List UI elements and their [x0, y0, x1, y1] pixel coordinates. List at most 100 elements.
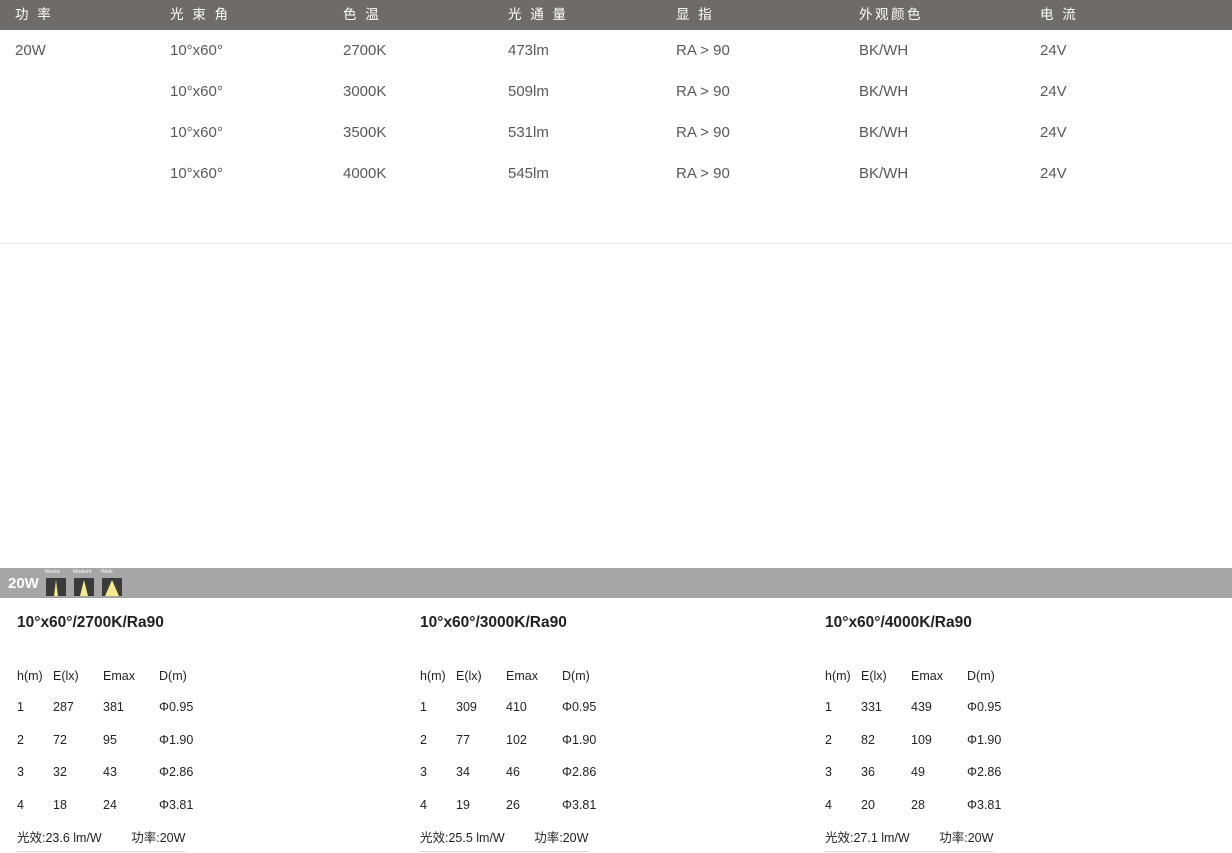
cell-diameter: Φ3.81: [562, 797, 597, 812]
cell-finish: BK/WH: [859, 165, 909, 182]
spec-header-cri: 显 指: [676, 7, 715, 22]
cell-diameter: Φ0.95: [562, 700, 597, 715]
table-row: 4 19 26 Φ3.81: [420, 789, 632, 822]
spec-table-header: 功 率 光 束 角 色 温 光 通 量 显 指 外观颜色 电 流: [0, 0, 1232, 30]
cell-cri: RA > 90: [676, 83, 730, 100]
cell-height: 4: [17, 797, 24, 812]
photometric-table: h(m) E(lx) Emax D(m) 1 287 381 Φ0.95 2: [17, 660, 229, 821]
table-row: 2 72 95 Φ1.90: [17, 724, 229, 757]
cell-height: 2: [825, 732, 832, 747]
cell-emax: 28: [911, 797, 925, 812]
cell-height: 2: [420, 732, 427, 747]
cell-cct: 2700K: [343, 42, 387, 59]
section-divider: [0, 243, 1232, 244]
power-value: 功率:20W: [534, 831, 589, 845]
cell-height: 1: [825, 700, 832, 715]
beam-option-narrow: Narow: [45, 568, 66, 598]
cell-emax: 95: [103, 732, 117, 747]
photometric-block-2700k: 10°x60°/2700K/Ra90 h(m) E(lx) Emax D(m) …: [17, 612, 347, 852]
cell-beam-angle: 10°x60°: [170, 124, 223, 141]
cell-emax: 43: [103, 765, 117, 780]
col-header-lux: E(lx): [53, 668, 79, 683]
table-row: 3 36 49 Φ2.86: [825, 756, 1037, 789]
cell-cri: RA > 90: [676, 124, 730, 141]
table-row: 10°x60° 3000K 509lm RA > 90 BK/WH 24V: [0, 71, 1232, 112]
cell-lux: 18: [53, 797, 67, 812]
photometric-block-4000k: 10°x60°/4000K/Ra90 h(m) E(lx) Emax D(m) …: [825, 612, 1155, 852]
cell-finish: BK/WH: [859, 124, 909, 141]
cell-finish: BK/WH: [859, 42, 909, 59]
page-title: 10°x60°/4000K/Ra90: [825, 614, 972, 631]
photometric-band: 20W Narow Medium Wide: [0, 568, 1232, 598]
cell-emax: 439: [911, 700, 932, 715]
table-row: 1 331 439 Φ0.95: [825, 691, 1037, 724]
cell-emax: 26: [506, 797, 520, 812]
photometric-footer: 光效:27.1 lm/W 功率:20W: [825, 827, 994, 852]
beam-caption-wide: Wide: [101, 569, 113, 575]
beam-caption-narrow: Narow: [45, 569, 60, 575]
col-header-height: h(m): [825, 668, 851, 683]
cell-emax: 24: [103, 797, 117, 812]
cell-cri: RA > 90: [676, 165, 730, 182]
photometric-block-3000k: 10°x60°/3000K/Ra90 h(m) E(lx) Emax D(m) …: [420, 612, 750, 852]
cell-lux: 82: [861, 732, 875, 747]
cell-beam-angle: 10°x60°: [170, 83, 223, 100]
cell-diameter: Φ3.81: [967, 797, 1002, 812]
cell-power: 20W: [15, 42, 46, 59]
spec-header-power: 功 率: [15, 7, 54, 22]
photometric-footer: 光效:25.5 lm/W 功率:20W: [420, 827, 589, 852]
cell-finish: BK/WH: [859, 83, 909, 100]
cell-emax: 410: [506, 700, 527, 715]
col-header-emax: Emax: [506, 668, 538, 683]
cell-diameter: Φ0.95: [967, 700, 1002, 715]
cell-emax: 49: [911, 765, 925, 780]
cell-current: 24V: [1040, 83, 1067, 100]
table-row: 4 18 24 Φ3.81: [17, 789, 229, 822]
cell-height: 4: [825, 797, 832, 812]
cell-height: 3: [420, 765, 427, 780]
cell-cct: 3000K: [343, 83, 387, 100]
cell-emax: 102: [506, 732, 527, 747]
beam-option-wide: Wide: [101, 568, 122, 598]
cell-lux: 287: [53, 700, 74, 715]
cell-diameter: Φ3.81: [159, 797, 194, 812]
table-row: 1 287 381 Φ0.95: [17, 691, 229, 724]
cell-flux: 509lm: [508, 83, 549, 100]
efficacy-value: 光效:23.6 lm/W: [17, 831, 102, 845]
table-row: 2 82 109 Φ1.90: [825, 724, 1037, 757]
col-header-diameter: D(m): [159, 668, 187, 683]
cell-cct: 3500K: [343, 124, 387, 141]
spec-header-current: 电 流: [1040, 7, 1079, 22]
cell-lux: 72: [53, 732, 67, 747]
cell-diameter: Φ1.90: [562, 732, 597, 747]
cell-height: 3: [825, 765, 832, 780]
table-row: 10°x60° 4000K 545lm RA > 90 BK/WH 24V: [0, 153, 1232, 194]
table-row: 1 309 410 Φ0.95: [420, 691, 632, 724]
page-title: 10°x60°/3000K/Ra90: [420, 614, 567, 631]
table-header-row: h(m) E(lx) Emax D(m): [825, 660, 1037, 691]
table-row: 2 77 102 Φ1.90: [420, 724, 632, 757]
cell-lux: 36: [861, 765, 875, 780]
cell-cri: RA > 90: [676, 42, 730, 59]
cell-flux: 473lm: [508, 42, 549, 59]
col-header-diameter: D(m): [562, 668, 590, 683]
table-header-row: h(m) E(lx) Emax D(m): [420, 660, 632, 691]
wide-beam-icon: [102, 578, 122, 596]
spec-header-cct: 色 温: [343, 7, 382, 22]
spec-table-body: 20W 10°x60° 2700K 473lm RA > 90 BK/WH 24…: [0, 30, 1232, 194]
cell-flux: 545lm: [508, 165, 549, 182]
cell-diameter: Φ1.90: [967, 732, 1002, 747]
cell-flux: 531lm: [508, 124, 549, 141]
table-row: 20W 10°x60° 2700K 473lm RA > 90 BK/WH 24…: [0, 30, 1232, 71]
power-value: 功率:20W: [939, 831, 994, 845]
col-header-lux: E(lx): [861, 668, 887, 683]
spec-header-beam-angle: 光 束 角: [170, 7, 231, 22]
beam-option-medium: Medium: [73, 568, 94, 598]
table-row: 4 20 28 Φ3.81: [825, 789, 1037, 822]
beam-icon-group: Narow Medium Wide: [45, 568, 122, 598]
table-row: 3 34 46 Φ2.86: [420, 756, 632, 789]
table-header-row: h(m) E(lx) Emax D(m): [17, 660, 229, 691]
cell-lux: 309: [456, 700, 477, 715]
cell-diameter: Φ2.86: [159, 765, 194, 780]
